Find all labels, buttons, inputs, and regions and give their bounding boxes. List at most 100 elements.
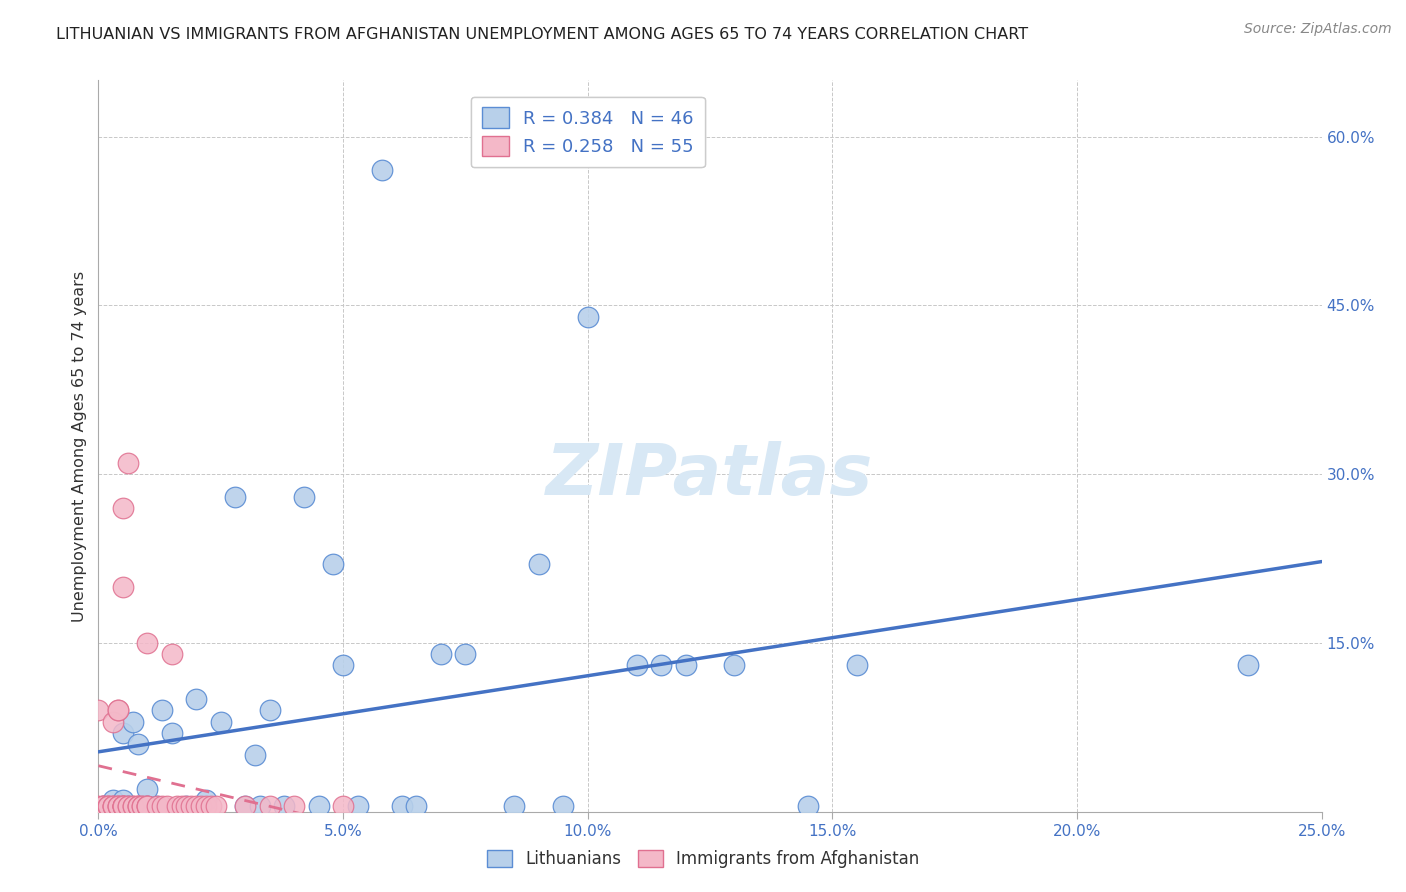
- Point: [97, 799, 120, 814]
- Point: [224, 490, 246, 504]
- Point: [131, 799, 153, 814]
- Point: [127, 799, 149, 814]
- Point: [650, 658, 672, 673]
- Text: ZIPatlas: ZIPatlas: [547, 441, 873, 509]
- Point: [121, 714, 143, 729]
- Point: [205, 799, 228, 814]
- Point: [101, 714, 124, 729]
- Point: [503, 799, 526, 814]
- Point: [136, 636, 159, 650]
- Point: [186, 692, 208, 706]
- Point: [1237, 658, 1260, 673]
- Point: [117, 456, 139, 470]
- Point: [127, 737, 149, 751]
- Point: [91, 799, 114, 814]
- Point: [107, 799, 129, 814]
- Point: [160, 647, 183, 661]
- Point: [156, 799, 179, 814]
- Point: [107, 799, 129, 814]
- Point: [146, 799, 169, 814]
- Point: [160, 726, 183, 740]
- Point: [576, 310, 599, 324]
- Point: [111, 799, 134, 814]
- Point: [553, 799, 575, 814]
- Text: Source: ZipAtlas.com: Source: ZipAtlas.com: [1244, 22, 1392, 37]
- Point: [283, 799, 305, 814]
- Point: [170, 799, 193, 814]
- Point: [131, 799, 153, 814]
- Point: [101, 799, 124, 814]
- Point: [195, 793, 218, 807]
- Point: [136, 799, 159, 814]
- Point: [117, 799, 139, 814]
- Point: [332, 799, 354, 814]
- Point: [150, 799, 173, 814]
- Point: [127, 799, 149, 814]
- Point: [209, 714, 232, 729]
- Point: [136, 782, 159, 797]
- Legend: R = 0.384   N = 46, R = 0.258   N = 55: R = 0.384 N = 46, R = 0.258 N = 55: [471, 96, 704, 167]
- Point: [180, 799, 202, 814]
- Point: [111, 580, 134, 594]
- Point: [259, 799, 281, 814]
- Point: [346, 799, 368, 814]
- Point: [176, 799, 198, 814]
- Point: [150, 703, 173, 717]
- Point: [308, 799, 330, 814]
- Point: [111, 793, 134, 807]
- Point: [117, 799, 139, 814]
- Point: [111, 799, 134, 814]
- Point: [233, 799, 256, 814]
- Legend: Lithuanians, Immigrants from Afghanistan: Lithuanians, Immigrants from Afghanistan: [479, 843, 927, 875]
- Point: [190, 799, 212, 814]
- Point: [430, 647, 453, 661]
- Point: [101, 799, 124, 814]
- Point: [405, 799, 427, 814]
- Point: [111, 500, 134, 515]
- Point: [195, 799, 218, 814]
- Point: [322, 557, 344, 571]
- Point: [259, 703, 281, 717]
- Point: [111, 799, 134, 814]
- Point: [107, 703, 129, 717]
- Point: [117, 799, 139, 814]
- Point: [136, 799, 159, 814]
- Point: [371, 163, 394, 178]
- Point: [292, 490, 315, 504]
- Point: [111, 799, 134, 814]
- Point: [91, 799, 114, 814]
- Text: LITHUANIAN VS IMMIGRANTS FROM AFGHANISTAN UNEMPLOYMENT AMONG AGES 65 TO 74 YEARS: LITHUANIAN VS IMMIGRANTS FROM AFGHANISTA…: [56, 27, 1028, 42]
- Point: [127, 799, 149, 814]
- Point: [186, 799, 208, 814]
- Point: [249, 799, 271, 814]
- Point: [97, 799, 120, 814]
- Point: [136, 799, 159, 814]
- Point: [166, 799, 188, 814]
- Point: [107, 799, 129, 814]
- Point: [527, 557, 550, 571]
- Point: [845, 658, 868, 673]
- Point: [200, 799, 222, 814]
- Point: [97, 799, 120, 814]
- Point: [87, 703, 110, 717]
- Y-axis label: Unemployment Among Ages 65 to 74 years: Unemployment Among Ages 65 to 74 years: [72, 270, 87, 622]
- Point: [332, 658, 354, 673]
- Point: [91, 799, 114, 814]
- Point: [454, 647, 477, 661]
- Point: [107, 799, 129, 814]
- Point: [273, 799, 295, 814]
- Point: [87, 799, 110, 814]
- Point: [146, 799, 169, 814]
- Point: [91, 799, 114, 814]
- Point: [111, 799, 134, 814]
- Point: [97, 799, 120, 814]
- Point: [626, 658, 648, 673]
- Point: [101, 799, 124, 814]
- Point: [176, 799, 198, 814]
- Point: [101, 793, 124, 807]
- Point: [136, 799, 159, 814]
- Point: [723, 658, 745, 673]
- Point: [111, 726, 134, 740]
- Point: [121, 799, 143, 814]
- Point: [107, 703, 129, 717]
